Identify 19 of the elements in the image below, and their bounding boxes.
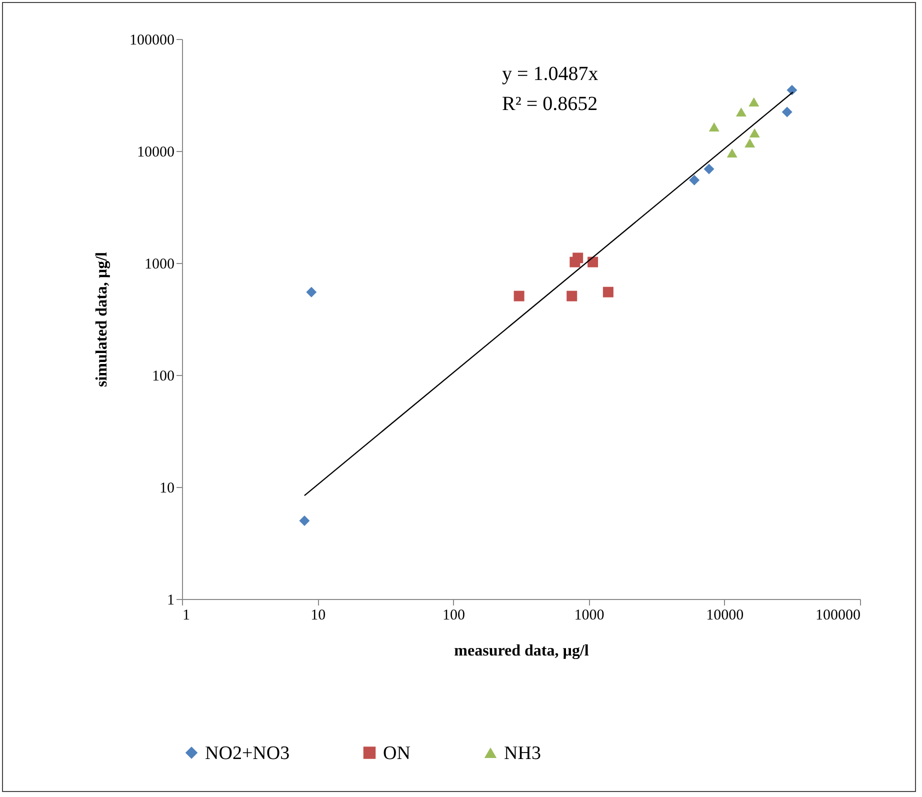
x-tick-label: 1000 [574,608,604,624]
y-tick-label: 100000 [130,32,174,48]
x-axis-title: measured data, µg/l [454,642,590,660]
y-tick-label: 1 [167,592,174,608]
annotation: R² = 0.8652 [502,93,598,115]
x-tick-label: 1 [182,608,190,624]
legend-label: NO2+NO3 [205,742,290,764]
x-tick-label: 10000 [706,608,744,624]
x-tick-label: 10 [310,608,326,624]
y-tick-label: 100 [152,368,174,384]
y-tick-label: 1000 [144,256,174,272]
y-axis-title: simulated data, µg/l [94,251,110,388]
legend-label: NH3 [504,742,541,764]
y-tick-label: 10000 [137,144,174,160]
y-tick-label: 10 [160,480,174,496]
x-tick-label: 100 [442,608,465,624]
x-tick-label: 100000 [816,608,860,624]
annotation: y = 1.0487x [502,63,598,85]
legend-label: ON [383,742,411,764]
